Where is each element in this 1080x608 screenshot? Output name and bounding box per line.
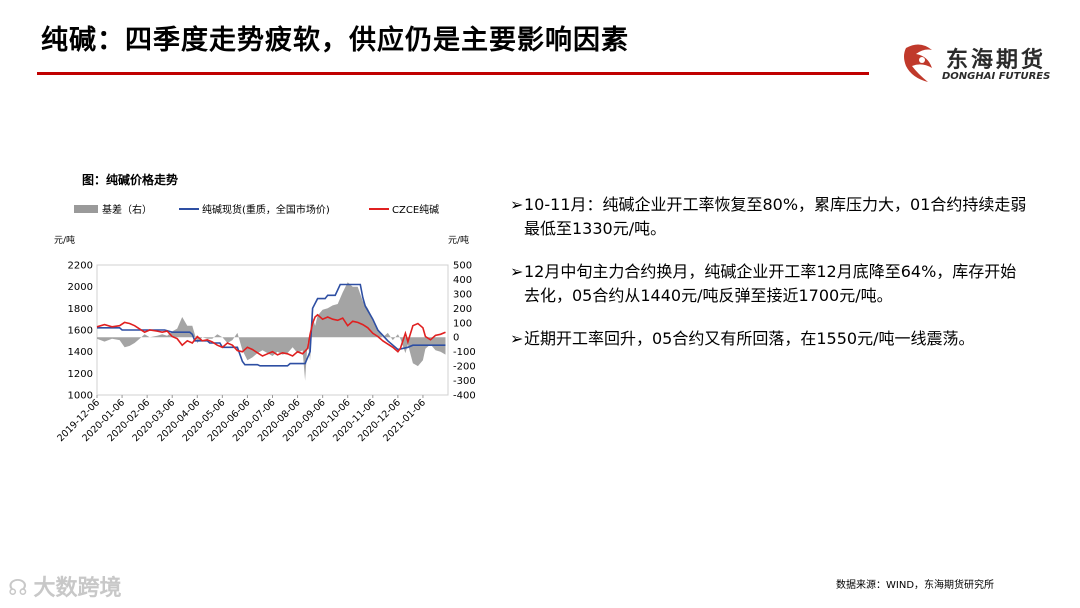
y-left-tick-label: 2000 (68, 282, 93, 293)
y-left-tick-label: 1000 (68, 391, 93, 402)
logo-chinese-name: 东海期货 (946, 48, 1047, 73)
chart-caption: 图：纯碱价格走势 (82, 173, 179, 187)
bullet-text: 近期开工率回升，05合约又有所回落，在1550元/吨一线震荡。 (524, 329, 975, 348)
bullet-item: ➢近期开工率回升，05合约又有所回落，在1550元/吨一线震荡。 (510, 327, 1030, 351)
title-divider (37, 72, 869, 75)
y-right-unit-label: 元/吨 (448, 234, 469, 246)
logo-emblem-icon (904, 44, 932, 82)
arrow-bullet-icon: ➢ (510, 195, 524, 214)
watermark-icon: ☊ (8, 576, 28, 601)
bullet-list: ➢10-11月：纯碱企业开工率恢复至80%，累库压力大，01合约持续走弱最低至1… (510, 193, 1030, 370)
series-spot-line (97, 283, 446, 367)
y-right-tick-label: 400 (453, 275, 472, 286)
company-logo: 东海期货 DONGHAI FUTURES (898, 38, 1058, 90)
legend-label-spot: 纯碱现货(重质，全国市场价) (202, 203, 330, 216)
series-basis-area (97, 282, 446, 381)
logo-english-name: DONGHAI FUTURES (942, 71, 1051, 82)
y-left-tick-label: 1400 (68, 347, 93, 358)
legend-label-futures: CZCE纯碱 (392, 203, 439, 216)
page-title: 纯碱：四季度走势疲软，供应仍是主要影响因素 (41, 25, 629, 56)
bullet-text: 12月中旬主力合约换月，纯碱企业开工率12月底降至64%，库存开始去化，05合约… (524, 262, 1017, 305)
y-left-unit-label: 元/吨 (54, 234, 75, 246)
y-left-tick-label: 1800 (68, 304, 93, 315)
y-right-tick-label: 500 (453, 261, 472, 272)
bullet-item: ➢10-11月：纯碱企业开工率恢复至80%，累库压力大，01合约持续走弱最低至1… (510, 193, 1030, 241)
legend-label-basis: 基差（右） (102, 203, 152, 216)
y-right-tick-label: -400 (453, 391, 476, 402)
data-source: 数据来源：WIND，东海期货研究所 (836, 580, 995, 591)
y-right-tick-label: 100 (453, 318, 472, 329)
arrow-bullet-icon: ➢ (510, 329, 524, 348)
y-right-tick-label: 0 (453, 333, 459, 344)
bullet-text: 10-11月：纯碱企业开工率恢复至80%，累库压力大，01合约持续走弱最低至13… (524, 195, 1027, 238)
watermark-text: 大数跨境 (33, 576, 122, 601)
y-left-tick-label: 1600 (68, 326, 93, 337)
y-left-tick-label: 1200 (68, 369, 93, 380)
watermark: ☊ 大数跨境 (8, 570, 122, 602)
series-futures-line (96, 313, 446, 357)
y-right-tick-label: 200 (453, 304, 472, 315)
arrow-bullet-icon: ➢ (510, 262, 524, 281)
bullet-item: ➢12月中旬主力合约换月，纯碱企业开工率12月底降至64%，库存开始去化，05合… (510, 260, 1030, 308)
legend-swatch-basis (74, 205, 98, 213)
y-left-tick-label: 2200 (68, 261, 93, 272)
y-right-tick-label: -100 (453, 347, 476, 358)
y-right-tick-label: -300 (453, 376, 476, 387)
y-right-tick-label: 300 (453, 289, 472, 300)
y-right-tick-label: -200 (453, 362, 476, 373)
